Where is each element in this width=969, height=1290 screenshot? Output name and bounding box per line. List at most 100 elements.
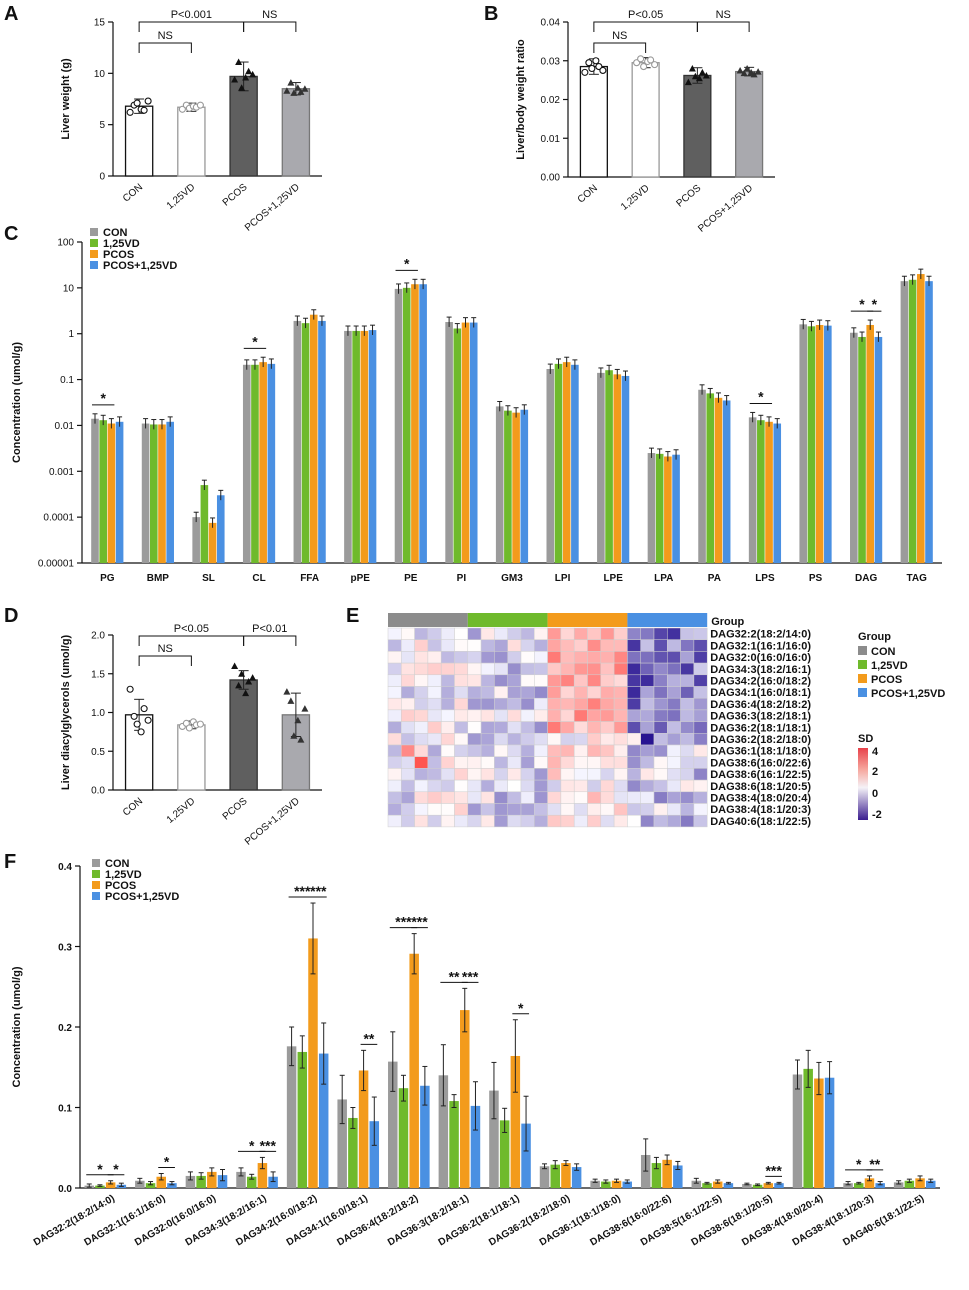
group-bar (627, 613, 708, 627)
data-point (245, 67, 253, 75)
legend-label: PCOS+1,25VD (103, 260, 177, 272)
heatmap-cell (667, 709, 681, 722)
heatmap-cell (653, 674, 668, 687)
legend-swatch (92, 881, 100, 889)
legend-label: PCOS+1,25VD (871, 688, 945, 700)
heatmap-cell (507, 733, 522, 746)
heatmap-cell (454, 768, 469, 781)
heatmap-cell (600, 674, 615, 687)
bar (229, 75, 258, 177)
heatmap-cell (520, 733, 535, 746)
heatmap-cell (440, 697, 455, 711)
data-point (133, 99, 141, 107)
legend-swatch (90, 261, 98, 269)
heatmap-cell (401, 674, 415, 687)
bar (419, 284, 427, 563)
data-point (684, 78, 692, 86)
significance-label: NS (158, 643, 173, 655)
x-tick-label: TAG (907, 573, 928, 584)
data-point (592, 57, 600, 65)
color-scale-tick: 2 (872, 766, 878, 778)
data-point (144, 97, 152, 105)
heatmap-cell (520, 803, 535, 816)
heatmap-cell (520, 697, 535, 711)
heatmap-row-label: DAG38:6(16:1/22:5) (710, 769, 811, 781)
bar (461, 322, 470, 563)
bar (449, 1101, 459, 1188)
bar (216, 495, 225, 563)
bar (308, 938, 318, 1188)
heatmap-cell (613, 686, 628, 699)
bar (571, 1167, 582, 1188)
bar (546, 369, 555, 563)
heatmap-cell (467, 756, 482, 769)
data-point (231, 75, 239, 83)
bar (824, 325, 832, 563)
heatmap-cell (573, 768, 588, 781)
heatmap-cell (653, 721, 668, 734)
heatmap-cell (627, 768, 641, 781)
heatmap-cell (454, 721, 469, 734)
heatmap-cell (401, 697, 415, 711)
heatmap-cell (547, 674, 562, 687)
heatmap-cell (534, 709, 548, 722)
heatmap-cell (467, 686, 482, 699)
bar (360, 330, 369, 563)
heatmap-cell (494, 768, 508, 781)
bar (398, 1088, 409, 1188)
heatmap-cell (587, 639, 602, 652)
legend-label: 1,25VD (105, 869, 142, 881)
heatmap-cell (494, 686, 508, 699)
bar (763, 1183, 774, 1188)
heatmap-cell (600, 709, 615, 722)
y-tick-label: 1 (68, 329, 74, 340)
heatmap-cell (480, 709, 495, 722)
data-point (294, 716, 302, 724)
x-tick-label: BMP (147, 573, 170, 584)
heatmap-cell (627, 779, 641, 793)
heatmap-cell (454, 779, 469, 793)
heatmap-cell (653, 627, 668, 640)
heatmap-cell (414, 721, 429, 734)
y-tick-label: 0.02 (541, 95, 561, 106)
data-point (290, 732, 298, 739)
legend-swatch (858, 674, 867, 683)
bar (251, 364, 259, 563)
legend-swatch (858, 660, 867, 669)
heatmap-cell (387, 721, 402, 734)
significance-bracket (138, 635, 245, 646)
bar (854, 1183, 864, 1188)
heatmap-cell (600, 814, 615, 828)
heatmap-cell (454, 674, 469, 687)
data-point (750, 70, 758, 78)
heatmap-cell (640, 697, 655, 711)
bar (177, 724, 206, 791)
y-axis-title: Liver diacylglycerols (umol/g) (60, 635, 72, 791)
legend-swatch (858, 688, 867, 697)
scale-title: SD (858, 733, 873, 745)
heatmap-cell (454, 686, 469, 699)
heatmap-cell (680, 686, 695, 699)
heatmap-cell (600, 768, 615, 781)
data-point (140, 705, 148, 713)
heatmap-cell (573, 709, 588, 722)
heatmap-cell (573, 662, 588, 676)
legend-swatch (90, 239, 98, 247)
heatmap-cell (653, 779, 668, 793)
heatmap-cell (573, 744, 588, 757)
heatmap-cell (440, 721, 455, 734)
data-point (647, 56, 655, 64)
heatmap-cell (427, 791, 442, 804)
heatmap-cell (401, 803, 415, 816)
heatmap-cell (640, 639, 655, 652)
heatmap-cell (414, 803, 429, 816)
bar (613, 374, 622, 563)
legend-label: 1,25VD (103, 238, 140, 250)
bar (893, 1182, 904, 1188)
x-tick-label: CON (121, 796, 145, 819)
heatmap-cell (427, 651, 442, 664)
bar (158, 424, 166, 563)
data-point (290, 89, 298, 96)
heatmap-cell (693, 756, 708, 769)
bar (394, 288, 403, 563)
